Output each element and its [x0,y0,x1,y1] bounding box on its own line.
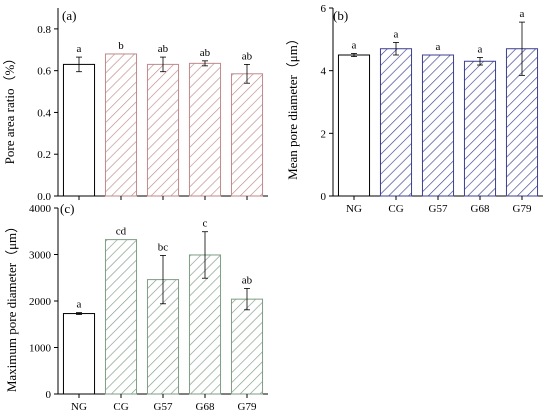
y-tick-label-c: 2000 [29,296,52,308]
y-tick-label-a: 0.2 [37,149,51,161]
significance-letter-c: a [77,299,82,311]
x-tick-label-c: G79 [238,401,257,413]
y-tick-label-c: 4000 [29,203,52,215]
y-tick-label-c: 0 [46,389,52,401]
x-tick-label-b: CG [388,203,403,215]
bar-a-cg [104,53,138,197]
y-tick-label-a: 0.4 [37,107,51,119]
y-tick-label-b: 0 [321,191,327,203]
significance-letter-b: a [352,39,357,51]
x-tick-label-b: G79 [513,203,532,215]
y-tick-label-c: 3000 [29,250,52,262]
y-axis-label-c: Maximum pore diameter（μm） [4,220,19,392]
significance-letter-c: cd [116,226,127,238]
x-tick-label-b: G68 [471,203,490,215]
y-tick-label-b: 2 [321,128,327,140]
y-tick-label-a: 0.6 [37,66,51,78]
bar-c-g79 [230,298,264,395]
y-axis-label-b: Mean pore diameter（μm） [285,32,300,180]
significance-letter-a: ab [242,50,253,62]
x-tick-label-c: G68 [196,401,215,413]
x-tick-label-b: NG [346,203,362,215]
bar-b-g57 [421,54,455,197]
significance-letter-a: b [118,40,124,52]
significance-letter-c: bc [158,241,169,253]
x-tick-label-c: CG [113,401,128,413]
significance-letter-a: a [77,43,82,55]
panel-label-a: (a) [62,8,76,23]
x-tick-label-b: G57 [429,203,448,215]
panel-label-c: (c) [60,201,74,216]
bar-a-ng [62,63,96,197]
y-tick-label-b: 6 [321,3,327,15]
panel-b: (b) Mean pore diameter（μm） 0 2 4 6 a NG a CG a G5… [285,3,543,215]
significance-letter-b: a [520,8,525,20]
bar-c-ng [62,313,96,395]
panel-c: (c) Maximum pore diameter（μm） 0 1000 2000 3… [4,201,268,413]
panel-label-b: (b) [333,8,348,23]
panel-a: (a) Pore area ratio（%） 0.00.20.40.60.8a b… [2,8,268,203]
bar-b-ng [337,54,371,197]
bar-a-g57 [146,63,180,197]
significance-letter-c: c [203,218,208,230]
y-tick-label-c: 1000 [29,343,52,355]
significance-letter-a: ab [200,47,211,59]
y-tick-label-a: 0.0 [37,191,51,203]
bar-b-g68 [463,60,497,197]
significance-letter-b: a [478,44,483,56]
y-axis-label-a: Pore area ratio（%） [2,52,17,165]
significance-letter-b: a [394,28,399,40]
bar-c-cg [104,239,138,395]
bar-a-g68 [188,62,222,197]
bar-b-cg [379,48,413,197]
x-tick-label-c: NG [71,401,87,413]
significance-letter-b: a [436,41,441,53]
y-tick-label-b: 4 [321,66,327,78]
bar-a-g79 [230,73,264,197]
y-tick-label-a: 0.8 [37,24,51,36]
significance-letter-c: ab [242,274,253,286]
significance-letter-a: ab [158,43,169,55]
x-tick-label-c: G57 [154,401,173,413]
